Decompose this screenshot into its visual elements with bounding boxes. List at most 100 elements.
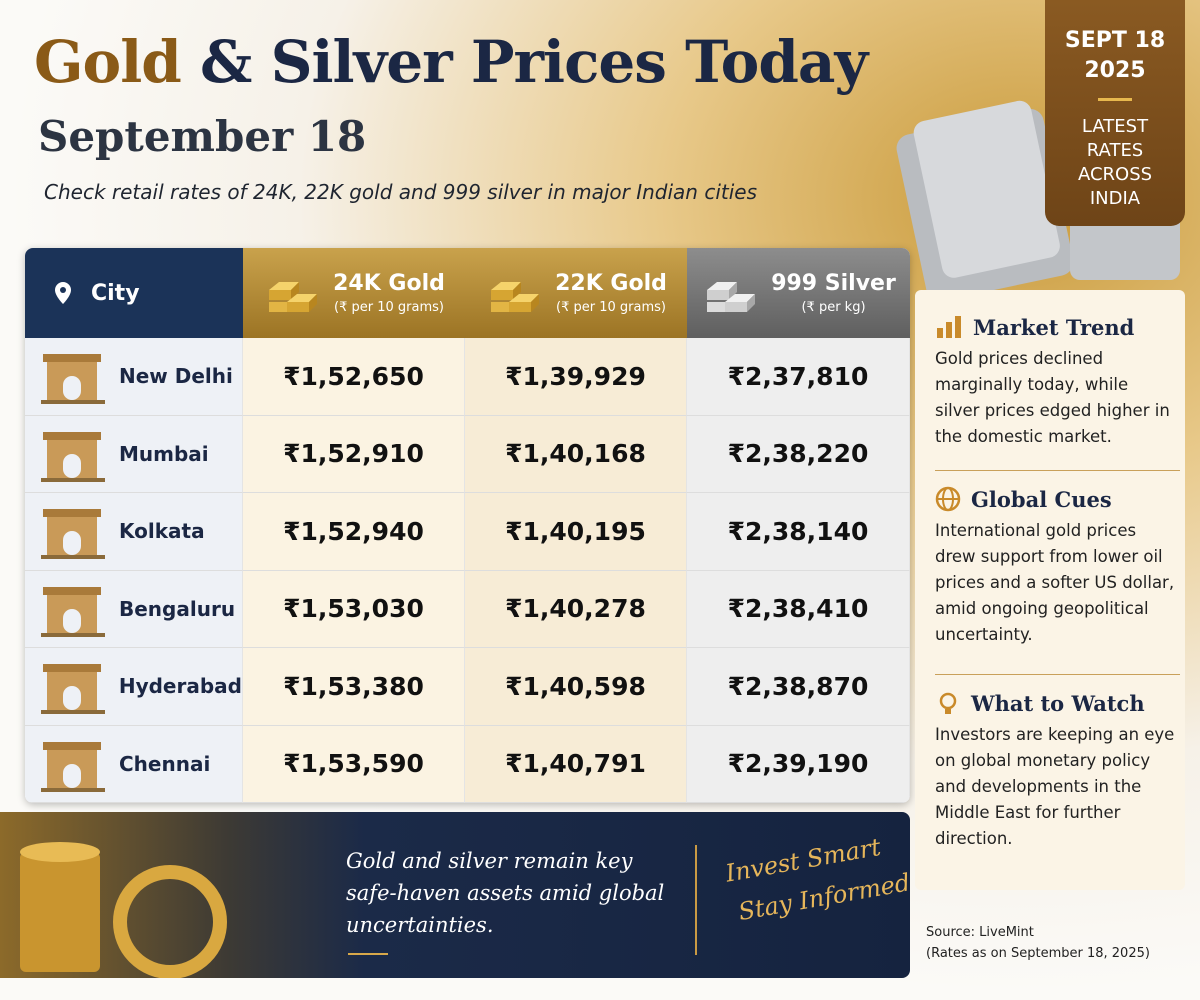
section-title: What to Watch bbox=[935, 690, 1175, 716]
monument-shape bbox=[43, 741, 101, 750]
price-cell: ₹2,38,220 bbox=[687, 415, 910, 493]
pin-shape bbox=[60, 287, 66, 293]
monument-shape bbox=[41, 787, 105, 792]
silver-shape bbox=[747, 294, 756, 312]
sidebar-section: What to Watch Investors are keeping an ey… bbox=[935, 690, 1175, 852]
silver-shape bbox=[707, 302, 726, 312]
gold-icon bbox=[491, 282, 540, 312]
price-cell: ₹1,39,929 bbox=[465, 338, 687, 416]
column-header: 22K Gold (₹ per 10 grams) bbox=[465, 248, 687, 338]
monument-icon bbox=[41, 354, 105, 405]
banner-underline bbox=[348, 953, 388, 955]
bulb-shape bbox=[945, 709, 951, 714]
section-title-text: Market Trend bbox=[973, 314, 1135, 340]
silver-icon bbox=[707, 282, 756, 312]
section-title-text: Global Cues bbox=[971, 486, 1112, 512]
column-header: City bbox=[25, 248, 243, 338]
silver-shape bbox=[707, 290, 730, 300]
monument-shape bbox=[63, 608, 81, 633]
monument-shape bbox=[43, 431, 101, 440]
sidebar-section: Market Trend Gold prices declined margina… bbox=[935, 314, 1175, 450]
monument-shape bbox=[41, 632, 105, 637]
gold-shape bbox=[509, 302, 532, 312]
price-cell: ₹1,53,590 bbox=[243, 725, 465, 803]
chart-shape bbox=[955, 316, 961, 338]
source-line: Source: LiveMint bbox=[926, 925, 1034, 940]
gold-shape bbox=[287, 302, 310, 312]
monument-shape bbox=[63, 531, 81, 556]
source-line: (Rates as on September 18, 2025) bbox=[926, 946, 1150, 961]
price-table: City 24K Gold (₹ per 10 grams) 22K Gold (₹ p… bbox=[25, 248, 910, 803]
price-cell: ₹2,37,810 bbox=[687, 338, 910, 416]
column-text: 22K Gold (₹ per 10 grams) bbox=[555, 271, 667, 315]
city-name: Mumbai bbox=[119, 441, 209, 466]
column-unit: (₹ per 10 grams) bbox=[334, 300, 444, 315]
banner-text: Gold and silver remain key safe-haven as… bbox=[346, 849, 665, 937]
city-cell: Hyderabad bbox=[25, 648, 243, 726]
bulb-shape bbox=[939, 692, 957, 710]
globe-icon bbox=[935, 486, 961, 512]
price-cell: ₹2,39,190 bbox=[687, 725, 910, 803]
monument-shape bbox=[63, 686, 81, 711]
column-label: 999 Silver bbox=[771, 271, 896, 296]
price-cell: ₹2,38,410 bbox=[687, 570, 910, 648]
subtitle: September 18 bbox=[38, 112, 367, 161]
price-cell: ₹1,40,598 bbox=[465, 648, 687, 726]
price-cell: ₹1,40,168 bbox=[465, 415, 687, 493]
gold-shape bbox=[269, 290, 292, 300]
monument-shape bbox=[41, 555, 105, 560]
section-body: Gold prices declined marginally today, w… bbox=[935, 349, 1170, 446]
column-unit: (₹ per kg) bbox=[801, 300, 866, 315]
tagline: Check retail rates of 24K, 22K gold and … bbox=[44, 180, 758, 204]
price-cell: ₹1,53,380 bbox=[243, 648, 465, 726]
gold-shape bbox=[531, 294, 540, 312]
monument-shape bbox=[63, 763, 81, 788]
badge-separator bbox=[1098, 98, 1132, 101]
silver-shape bbox=[725, 294, 756, 302]
chart-icon bbox=[937, 316, 961, 338]
monument-shape bbox=[41, 477, 105, 482]
price-cell: ₹1,52,940 bbox=[243, 493, 465, 571]
monument-icon bbox=[41, 586, 105, 637]
city-name: Bengaluru bbox=[119, 596, 236, 621]
silver-shape bbox=[725, 302, 748, 312]
source: Source: LiveMint (Rates as on September … bbox=[926, 922, 1150, 964]
section-title-text: What to Watch bbox=[971, 690, 1145, 716]
column-text: 999 Silver (₹ per kg) bbox=[771, 271, 896, 315]
column-label: 22K Gold bbox=[555, 271, 667, 296]
banner bbox=[0, 812, 910, 979]
chart-shape bbox=[937, 328, 943, 338]
price-cell: ₹1,40,278 bbox=[465, 570, 687, 648]
monument-shape bbox=[63, 376, 81, 401]
monument-shape bbox=[63, 453, 81, 478]
city-cell: Kolkata bbox=[25, 493, 243, 571]
city-name: Kolkata bbox=[119, 519, 205, 544]
column-label: City bbox=[91, 280, 140, 306]
title: Gold & Silver Prices Today bbox=[34, 28, 868, 96]
gold-shape bbox=[509, 294, 540, 302]
gold-shape bbox=[491, 290, 514, 300]
gold-shape bbox=[513, 282, 522, 300]
date-badge: SEPT 18 2025 LATEST RATES ACROSS INDIA bbox=[1045, 0, 1185, 226]
column-header: 999 Silver (₹ per kg) bbox=[687, 248, 910, 338]
coins-art bbox=[20, 842, 227, 979]
monument-shape bbox=[43, 354, 101, 363]
monument-shape bbox=[43, 509, 101, 518]
monument-icon bbox=[41, 431, 105, 482]
gold-shape bbox=[491, 302, 510, 312]
monument-shape bbox=[41, 710, 105, 715]
city-name: Hyderabad bbox=[118, 674, 242, 699]
section-divider bbox=[935, 470, 1180, 471]
column-label: 24K Gold bbox=[333, 271, 445, 296]
monument-icon bbox=[41, 741, 105, 792]
column-header: 24K Gold (₹ per 10 grams) bbox=[243, 248, 465, 338]
monument-icon bbox=[41, 509, 105, 560]
section-body: International gold prices drew support f… bbox=[935, 521, 1175, 644]
gold-shape bbox=[269, 302, 288, 312]
bulb-icon bbox=[939, 692, 957, 714]
pin-icon bbox=[55, 282, 71, 304]
gold-shape bbox=[491, 282, 522, 290]
city-cell: Chennai bbox=[25, 725, 243, 803]
monument-shape bbox=[43, 586, 101, 595]
gold-shape bbox=[287, 294, 318, 302]
